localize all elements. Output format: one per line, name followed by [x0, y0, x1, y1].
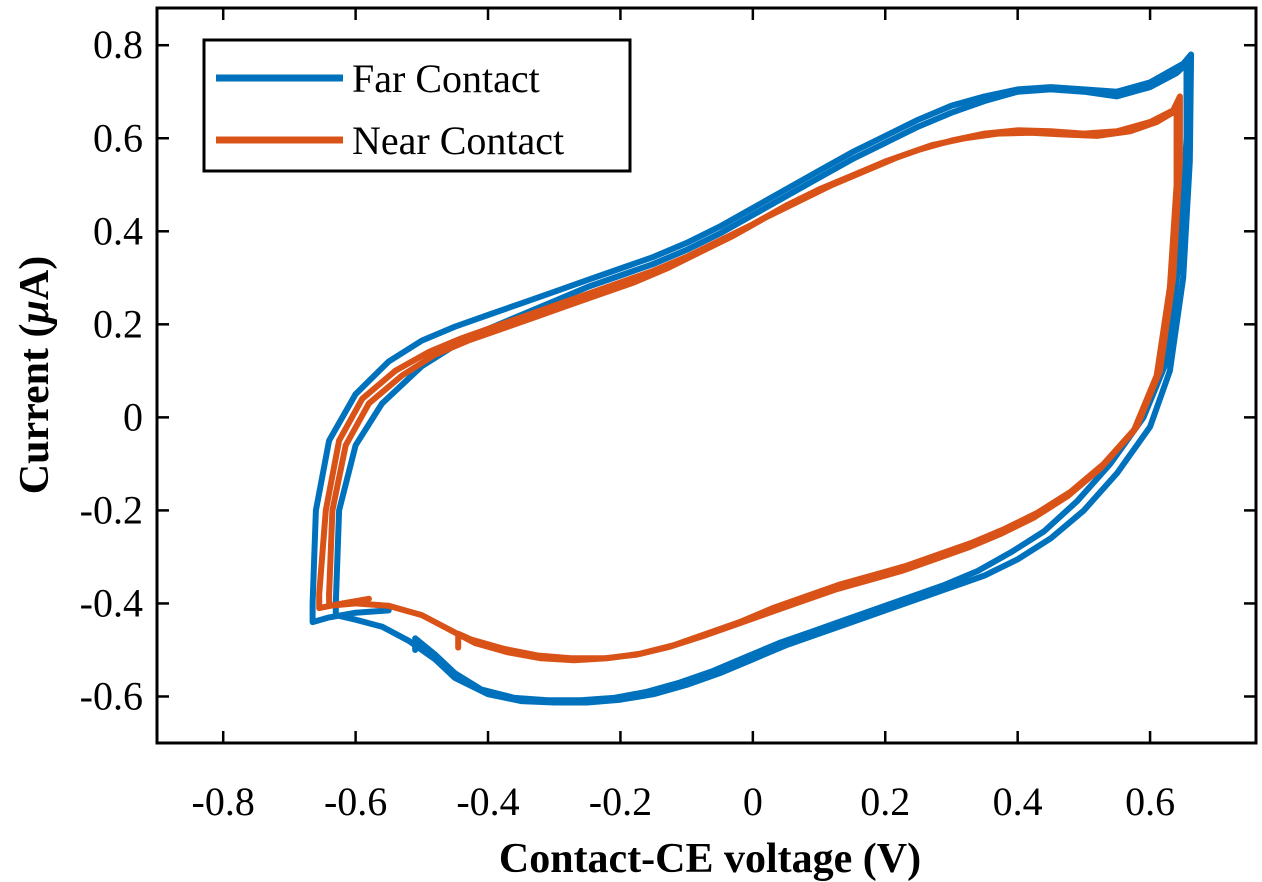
y-axis-title-prefix: Current (: [12, 324, 58, 495]
x-tick-label: -0.6: [324, 779, 387, 824]
y-axis-title-suffix: A): [12, 256, 58, 300]
x-tick-label: -0.2: [589, 779, 652, 824]
y-tick-label: 0.6: [93, 115, 143, 160]
y-axis-title: Current (μA): [12, 256, 58, 494]
series-far-contact-loop-2: [332, 60, 1190, 704]
legend-label-far-contact: Far Contact: [352, 56, 540, 101]
y-tick-label: -0.4: [80, 580, 143, 625]
y-tick-label: -0.6: [80, 673, 143, 718]
y-tick-labels: -0.6 -0.4 -0.2 0 0.2 0.4 0.6 0.8: [80, 22, 143, 718]
legend-label-near-contact: Near Contact: [352, 118, 564, 163]
legend: Far Contact Near Contact: [202, 38, 632, 173]
y-axis-title-mu: μ: [12, 300, 58, 325]
x-tick-label: -0.8: [192, 779, 255, 824]
y-tick-label: 0: [123, 394, 143, 439]
y-tick-label: 0.4: [93, 208, 143, 253]
y-tick-label: 0.8: [93, 22, 143, 67]
y-tick-label: -0.2: [80, 487, 143, 532]
x-tick-label: 0.2: [860, 779, 910, 824]
x-tick-label: 0: [743, 779, 763, 824]
series-near-contact-loop-2: [326, 107, 1180, 662]
y-tick-label: 0.2: [93, 301, 143, 346]
x-axis-title: Contact-CE voltage (V): [499, 836, 921, 882]
series-layer: [309, 51, 1195, 706]
ticks-layer: [157, 8, 1256, 743]
plot-frame: [155, 6, 1258, 745]
x-tick-label: 0.4: [993, 779, 1043, 824]
legend-box: [202, 38, 632, 173]
x-tick-label: -0.4: [456, 779, 519, 824]
x-tick-label: 0.6: [1125, 779, 1175, 824]
x-tick-labels: -0.8 -0.6 -0.4 -0.2 0 0.2 0.4 0.6: [192, 779, 1176, 824]
